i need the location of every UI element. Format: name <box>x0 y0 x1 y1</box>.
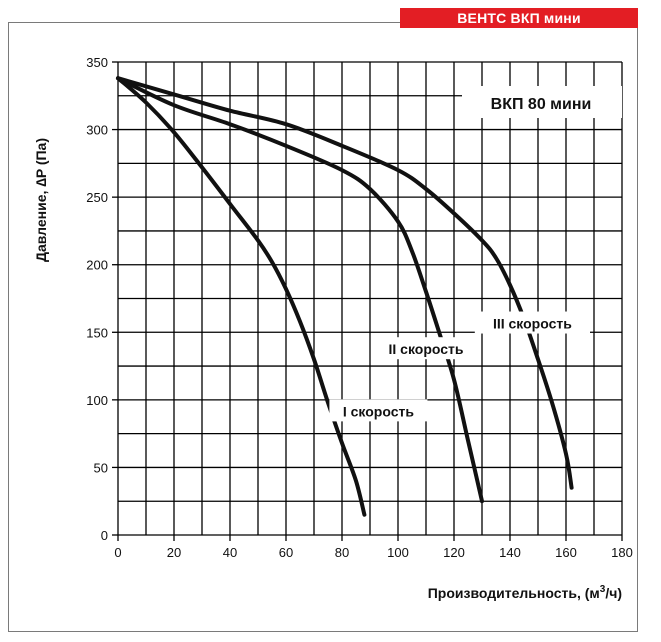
x-tick-label: 40 <box>223 545 237 560</box>
x-tick-label: 60 <box>279 545 293 560</box>
y-tick-label: 300 <box>86 123 108 138</box>
x-axis-title: Производительность, (м3/ч) <box>428 584 622 601</box>
series-label-2: II скорость <box>389 341 464 357</box>
y-tick-label: 100 <box>86 393 108 408</box>
chart-title: ВКП 80 мини <box>491 96 592 113</box>
chart-title-background <box>462 86 622 118</box>
y-tick-label: 250 <box>86 190 108 205</box>
brand-banner: ВЕНТС ВКП мини <box>400 8 638 28</box>
chart-frame <box>8 22 638 632</box>
x-tick-label: 0 <box>114 545 121 560</box>
chart-axes: 0 20 40 60 80 100 120 140 160 180 0 50 100 150 200 250 3… <box>86 55 633 560</box>
y-tick-label: 200 <box>86 258 108 273</box>
series-line-3 <box>116 76 574 490</box>
x-tick-label: 160 <box>555 545 577 560</box>
chart-series <box>116 76 574 517</box>
x-tick-label: 120 <box>443 545 465 560</box>
y-tick-label: 0 <box>101 528 108 543</box>
series-label-1: I скорость <box>343 403 415 419</box>
x-tick-label: 180 <box>611 545 633 560</box>
y-axis-title: Давление, ∆P (Па) <box>33 138 49 262</box>
x-tick-label: 140 <box>499 545 521 560</box>
chart-labels: I скорость II скорость III скорость <box>329 311 590 422</box>
x-tick-label: 20 <box>167 545 181 560</box>
series-label-background <box>372 337 480 360</box>
series-label-background <box>474 311 590 334</box>
series-label-3: III скорость <box>493 316 572 332</box>
y-tick-label: 50 <box>94 460 108 475</box>
series-line-1 <box>116 76 367 517</box>
y-tick-label: 350 <box>86 55 108 70</box>
x-tick-label: 100 <box>387 545 409 560</box>
x-tick-label: 80 <box>335 545 349 560</box>
series-line-2 <box>116 76 484 504</box>
series-label-background <box>329 399 428 422</box>
chart-grid <box>117 61 623 536</box>
y-tick-label: 150 <box>86 325 108 340</box>
